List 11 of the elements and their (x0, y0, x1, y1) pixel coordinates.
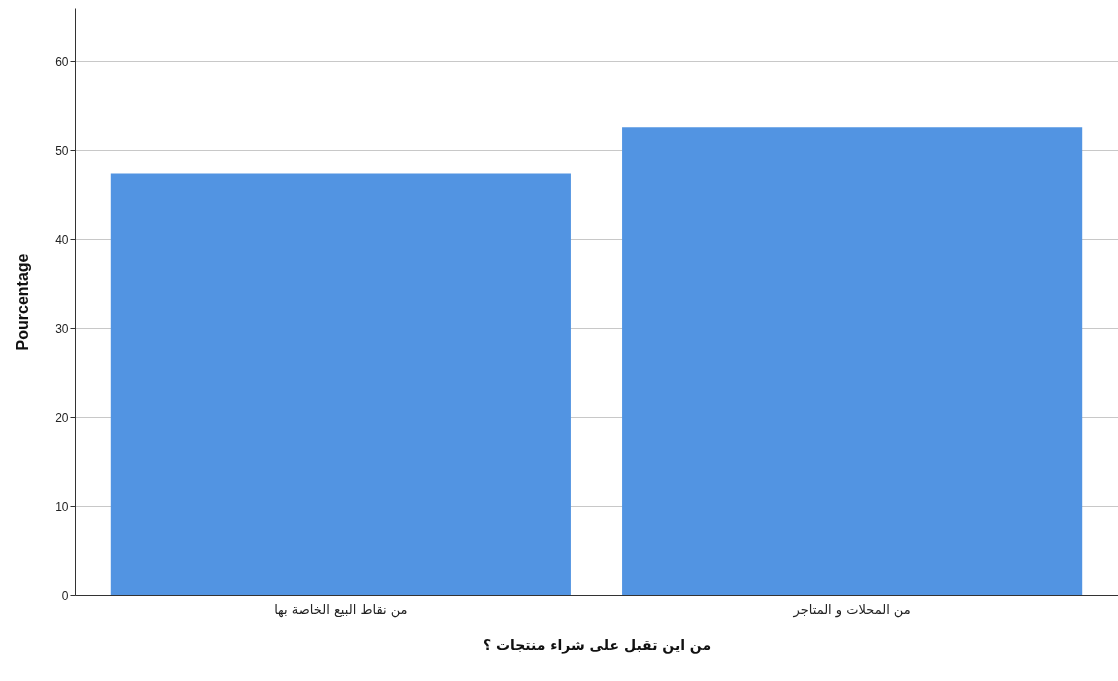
x-tick-label: من نقاط البيع الخاصة بها (274, 601, 408, 618)
y-tick-label: 10 (55, 499, 69, 514)
x-tick-label: من المحلات و المتاجر (792, 601, 911, 618)
y-tick-label: 0 (61, 588, 69, 603)
y-tick-label: 40 (55, 232, 69, 247)
y-tick-label: 50 (55, 143, 69, 158)
y-axis-title: Pourcentage (14, 253, 32, 351)
y-tick-label: 60 (55, 54, 69, 69)
y-tick-label: 30 (55, 321, 69, 336)
y-tick-label: 20 (55, 410, 69, 425)
x-axis-title: من اين تقبل على شراء منتجات ؟ (482, 636, 712, 654)
